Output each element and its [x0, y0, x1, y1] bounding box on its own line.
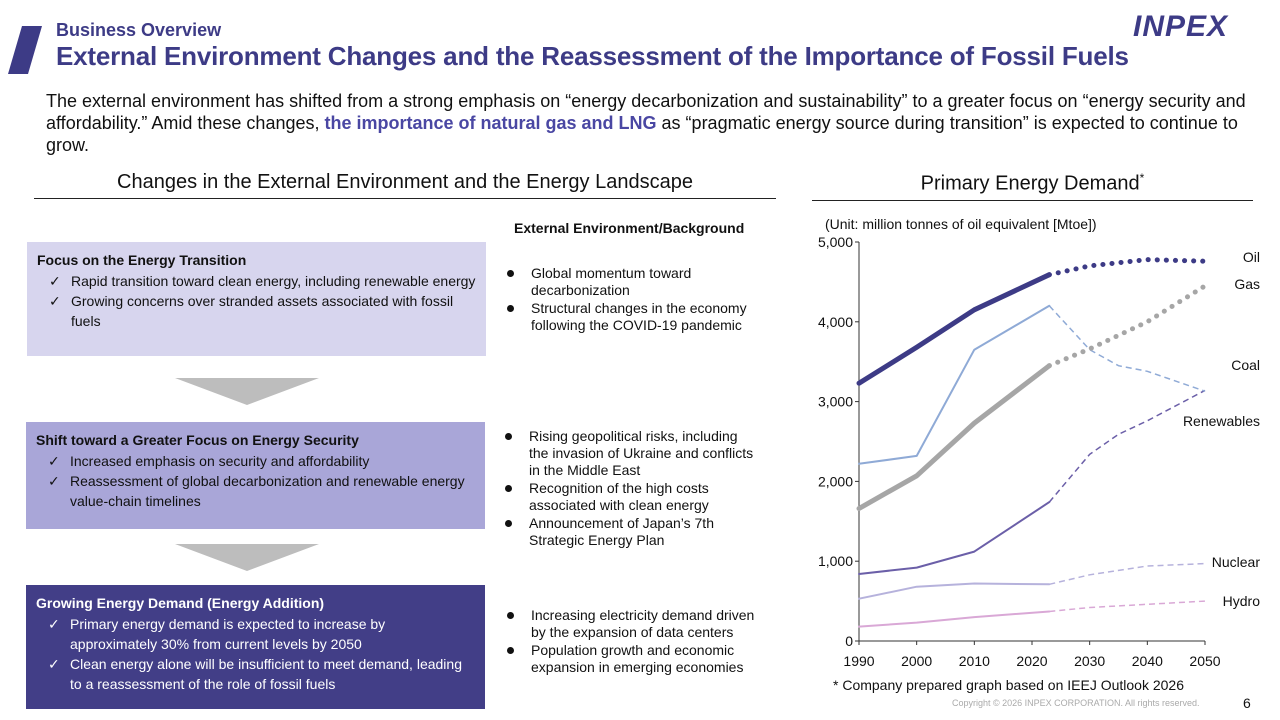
- check-icon: ✓: [49, 293, 61, 309]
- legend-label-renewables: Renewables: [1183, 413, 1260, 429]
- chart-heading-mark: *: [1139, 171, 1145, 185]
- legend-label-nuclear: Nuclear: [1212, 554, 1261, 570]
- intro-text-2: as “pragmatic energy source during trans…: [46, 113, 1238, 155]
- x-tick-label: 1990: [843, 653, 874, 669]
- stage-point: ✓ Growing concerns over stranded assets a…: [49, 293, 454, 329]
- chart-heading: Primary Energy Demand: [920, 172, 1140, 195]
- check-icon: ✓: [48, 473, 60, 489]
- series-hydro-forecast: [1049, 600, 1206, 613]
- background-item: Rising geopolitical risks, including the…: [505, 428, 755, 479]
- inpex-logo: INPEX: [1133, 10, 1229, 43]
- check-icon: ✓: [48, 616, 60, 632]
- series-gas-actual: [856, 363, 1052, 511]
- bullet-icon: [505, 433, 512, 440]
- copyright: Copyright © 2026 INPEX CORPORATION. All …: [952, 698, 1200, 708]
- y-tick-label: 4,000: [818, 314, 853, 330]
- series-nuclear-actual: [858, 582, 1051, 600]
- bullet-icon: [507, 305, 514, 312]
- bullet-icon: [507, 270, 514, 277]
- section-label: Business Overview: [56, 20, 222, 40]
- background-item: Structural changes in the economy follow…: [507, 300, 757, 334]
- bullet-icon: [505, 520, 512, 527]
- background-item: Global momentum toward decarbonization: [507, 265, 757, 299]
- bullet-icon: [507, 612, 514, 619]
- y-tick-label: 5,000: [818, 234, 853, 250]
- series-coal-actual: [858, 304, 1051, 465]
- x-tick-label: 2000: [901, 653, 932, 669]
- background-heading: External Environment/Background: [514, 220, 745, 236]
- legend-label-gas: Gas: [1234, 276, 1260, 292]
- series-oil-actual: [856, 272, 1052, 386]
- series-hydro-actual: [858, 610, 1051, 628]
- x-tick-label: 2030: [1074, 653, 1105, 669]
- down-arrow-icon: [175, 378, 319, 405]
- x-tick-label: 2040: [1132, 653, 1163, 669]
- intro-text-1: The external environment has shifted fro…: [46, 91, 1246, 133]
- stage-title: Growing Energy Demand (Energy Addition): [36, 595, 325, 611]
- left-section-heading: Changes in the External Environment and …: [34, 171, 776, 199]
- y-tick-label: 3,000: [818, 394, 853, 410]
- check-icon: ✓: [48, 453, 60, 469]
- legend-label-oil: Oil: [1243, 249, 1260, 265]
- series-renewables-actual: [858, 501, 1051, 575]
- check-icon: ✓: [48, 656, 60, 672]
- stage-point: ✓ Rapid transition toward clean energy, i…: [49, 273, 476, 289]
- series-nuclear-forecast: [1049, 562, 1206, 586]
- stage-point: ✓ Clean energy alone will be insufficient…: [48, 656, 462, 692]
- check-icon: ✓: [49, 273, 61, 289]
- stage-point: ✓ Primary energy demand is expected to in…: [48, 616, 386, 652]
- background-item: Increasing electricity demand driven by …: [507, 607, 757, 641]
- background-list-2: Rising geopolitical risks, including the…: [505, 428, 755, 550]
- background-item: Recognition of the high costs associated…: [505, 480, 755, 514]
- page-title: External Environment Changes and the Rea…: [56, 41, 1129, 71]
- bullet-icon: [505, 485, 512, 492]
- series-renewables-forecast: [1048, 389, 1206, 503]
- stage-box-energy-transition: Focus on the Energy Transition ✓ Rapid tr…: [27, 242, 486, 356]
- x-tick-label: 2010: [959, 653, 990, 669]
- chart-unit-label: (Unit: million tonnes of oil equivalent …: [825, 216, 1097, 232]
- intro-paragraph: The external environment has shifted fro…: [46, 90, 1261, 156]
- stage-box-energy-demand: Growing Energy Demand (Energy Addition) …: [26, 585, 485, 709]
- accent-slash-icon: [8, 26, 42, 74]
- bullet-icon: [507, 647, 514, 654]
- background-item: Population growth and economic expansion…: [507, 642, 757, 676]
- y-tick-label: 0: [845, 633, 853, 649]
- series-gas-forecast: [1046, 283, 1208, 369]
- y-tick-label: 2,000: [818, 473, 853, 489]
- stage-point: ✓ Reassessment of global decarbonization …: [48, 473, 465, 509]
- x-tick-label: 2020: [1016, 653, 1047, 669]
- primary-energy-demand-chart: (Unit: million tonnes of oil equivalent …: [818, 216, 1261, 669]
- series-coal-forecast: [1048, 305, 1206, 392]
- down-arrow-icon: [175, 544, 319, 571]
- legend-label-hydro: Hydro: [1223, 593, 1261, 609]
- stage-title: Focus on the Energy Transition: [37, 252, 247, 268]
- x-tick-label: 2050: [1189, 653, 1220, 669]
- intro-highlight: the importance of natural gas and LNG: [324, 113, 657, 133]
- series-oil-forecast: [1046, 257, 1208, 278]
- page-number: 6: [1243, 695, 1251, 711]
- right-section-heading: Primary Energy Demand*: [812, 171, 1253, 201]
- stage-point: ✓ Increased emphasis on security and affo…: [48, 453, 370, 469]
- legend-label-coal: Coal: [1231, 357, 1260, 373]
- y-tick-label: 1,000: [818, 553, 853, 569]
- stage-title: Shift toward a Greater Focus on Energy S…: [36, 432, 359, 448]
- background-list-3: Increasing electricity demand driven by …: [507, 607, 757, 677]
- chart-footnote: * Company prepared graph based on IEEJ O…: [833, 677, 1185, 693]
- background-item: Announcement of Japan’s 7th Strategic En…: [505, 515, 755, 549]
- stage-box-energy-security: Shift toward a Greater Focus on Energy S…: [26, 422, 485, 529]
- background-list-1: Global momentum toward decarbonization S…: [507, 265, 757, 335]
